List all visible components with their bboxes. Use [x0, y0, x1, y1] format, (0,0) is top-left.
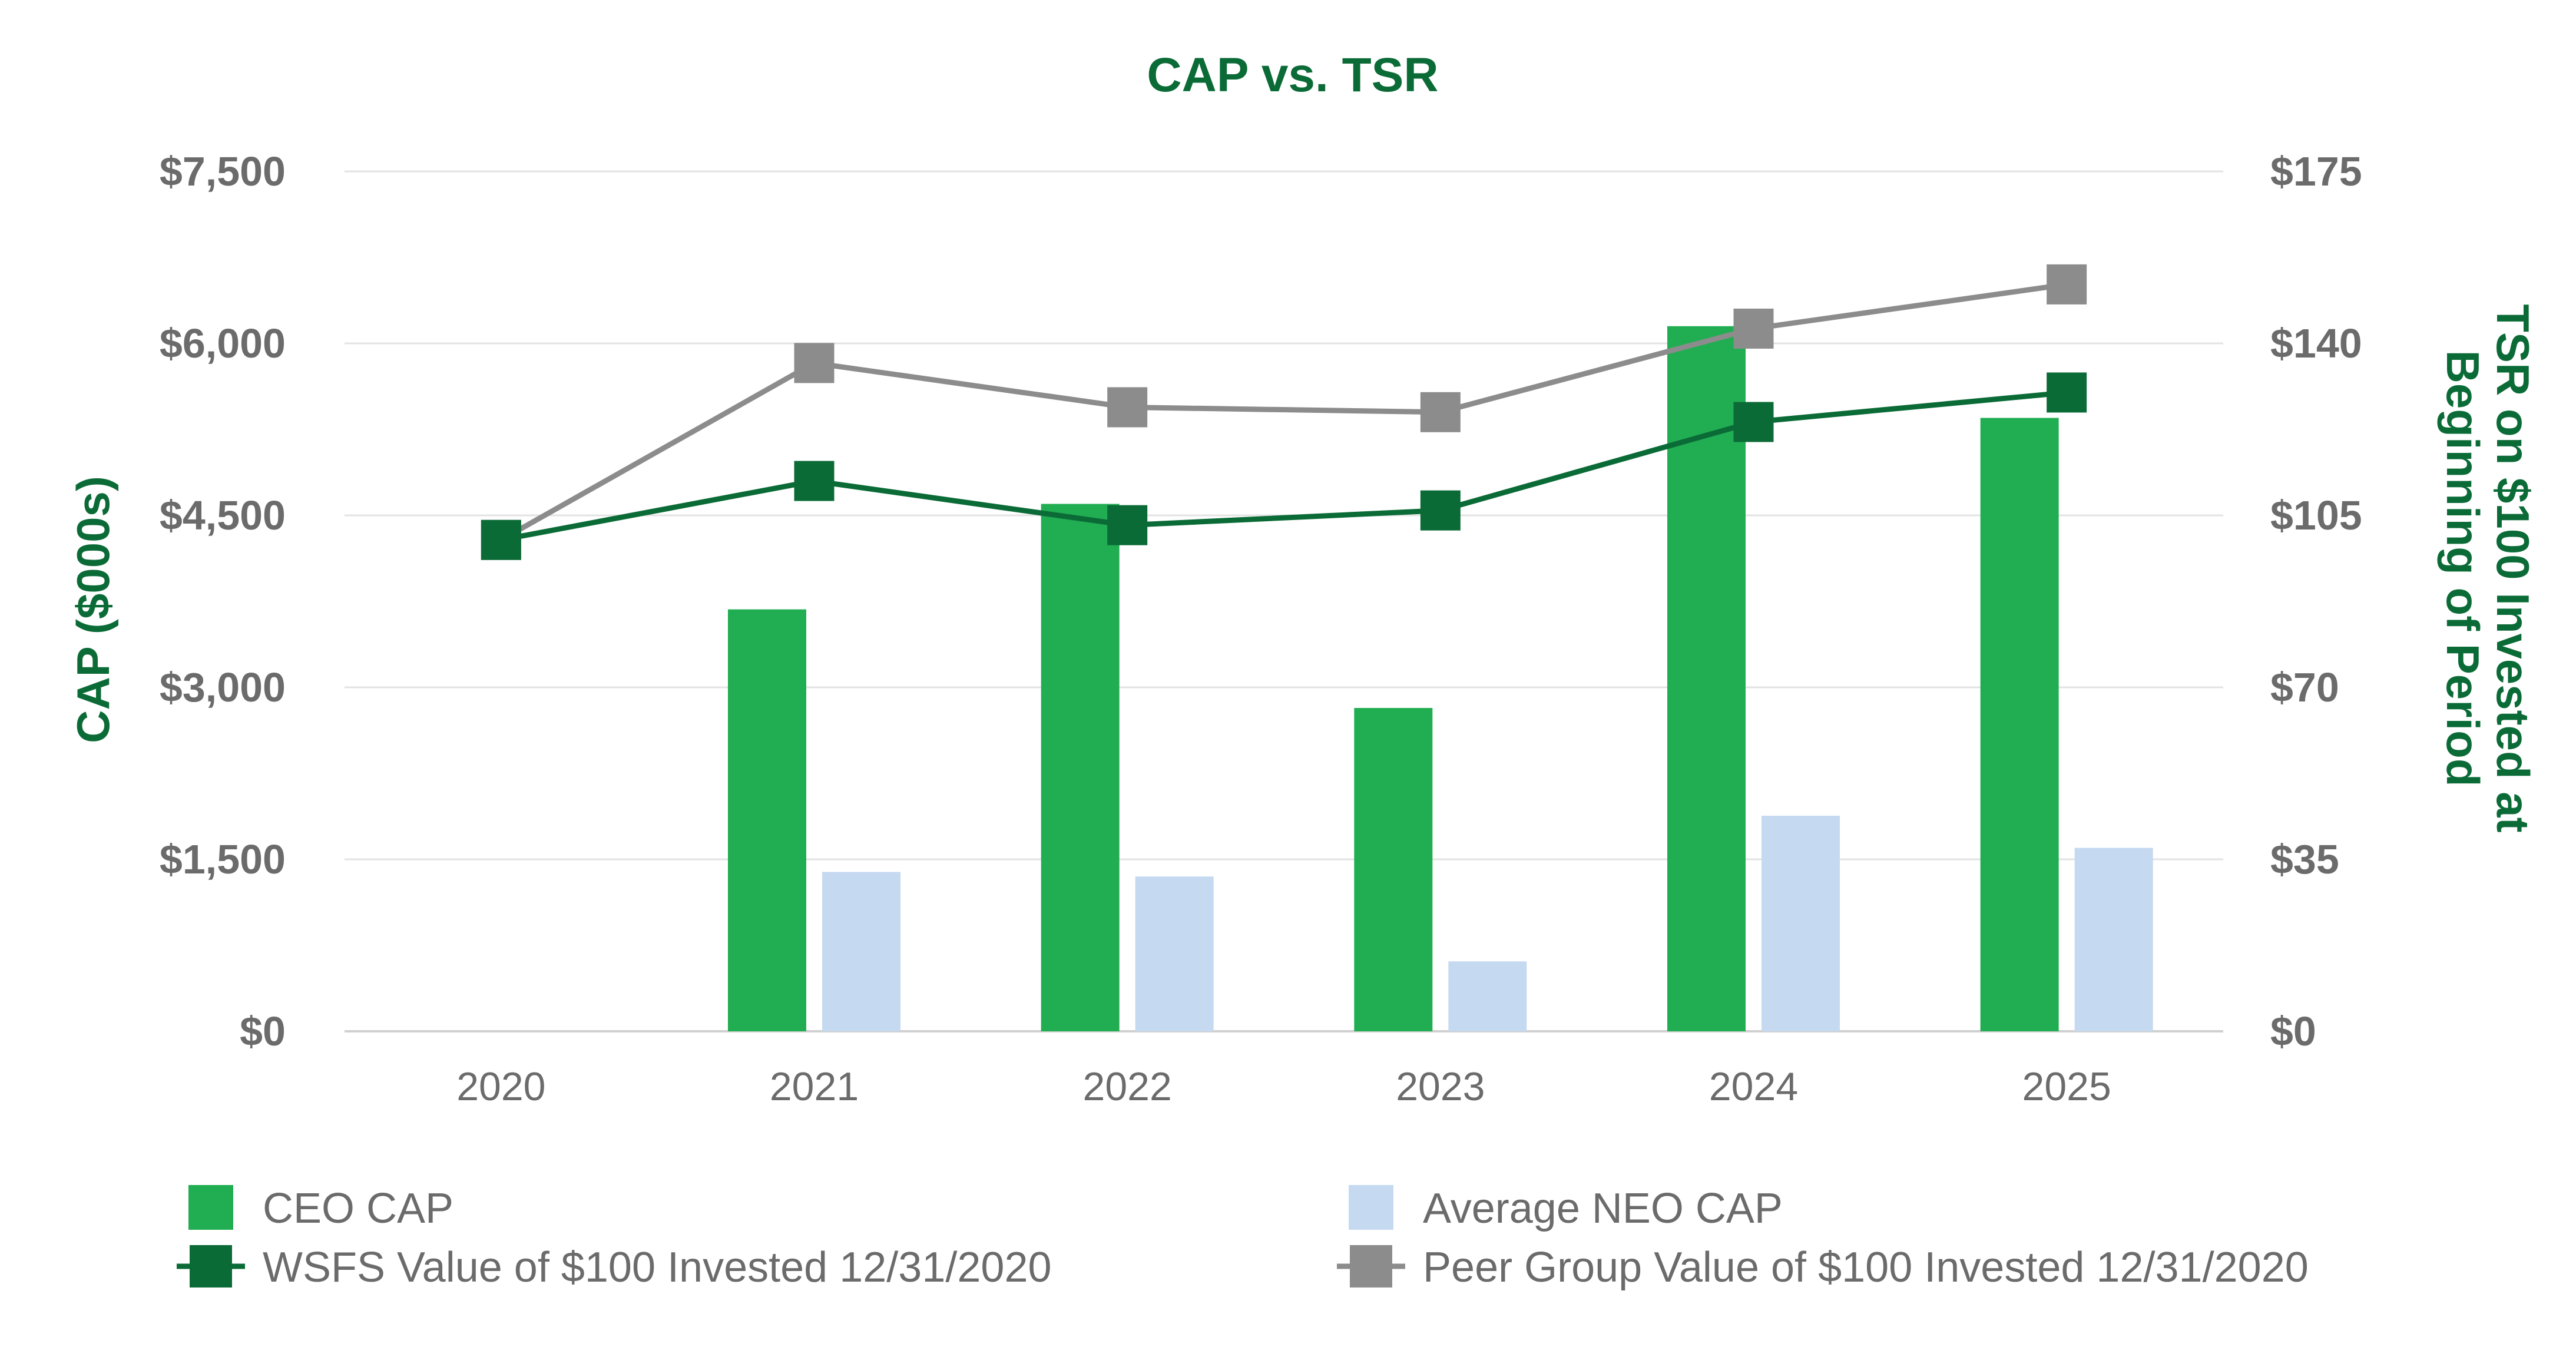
left-y-tick-label: $4,500: [160, 492, 286, 538]
bar-avg-neo-cap-2025: [2074, 848, 2153, 1031]
bar-avg-neo-cap-2024: [1762, 816, 1840, 1031]
x-tick-label: 2023: [1396, 1064, 1485, 1109]
right-y-tick-label: $140: [2270, 320, 2362, 366]
left-y-tick-label: $3,000: [160, 664, 286, 710]
legend-peer-group-marker-swatch: [1350, 1245, 1392, 1288]
bar-series-group: [728, 326, 2153, 1031]
marker-peer-group-2023: [1420, 392, 1461, 432]
x-axis: 2020 2021 2022 2023 2024 2025: [456, 1064, 2111, 1109]
right-y-tick-label: $105: [2270, 492, 2362, 538]
marker-wsfs-2022: [1107, 505, 1148, 545]
bar-ceo-cap-2021: [728, 609, 806, 1031]
marker-peer-group-2024: [1733, 308, 1774, 349]
legend-wsfs-label: WSFS Value of $100 Invested 12/31/2020: [263, 1244, 1052, 1291]
line-peer-group: [499, 282, 2067, 542]
legend-avg-neo-cap-label: Average NEO CAP: [1423, 1185, 1783, 1232]
x-tick-label: 2025: [2022, 1064, 2111, 1109]
legend: CEO CAP Average NEO CAP WSFS Value of $100…: [177, 1185, 2309, 1291]
x-tick-label: 2020: [456, 1064, 545, 1109]
x-tick-label: 2022: [1083, 1064, 1172, 1109]
x-tick-label: 2024: [1709, 1064, 1798, 1109]
marker-peer-group-2022: [1107, 387, 1148, 428]
marker-wsfs-2023: [1420, 490, 1461, 531]
left-y-tick-label: $6,000: [160, 320, 286, 366]
left-y-axis: $0 $1,500 $3,000 $4,500 $6,000 $7,500: [160, 148, 286, 1054]
marker-wsfs-2024: [1733, 402, 1774, 442]
marker-peer-group-2025: [2047, 264, 2087, 305]
left-y-tick-label: $1,500: [160, 836, 286, 882]
left-y-tick-label: $7,500: [160, 148, 286, 194]
legend-ceo-cap: CEO CAP: [188, 1185, 453, 1232]
legend-avg-neo-cap-swatch: [1349, 1185, 1393, 1230]
right-y-tick-label: $0: [2270, 1008, 2316, 1054]
legend-peer-group: Peer Group Value of $100 Invested 12/31/…: [1337, 1244, 2309, 1291]
bar-avg-neo-cap-2022: [1135, 876, 1214, 1031]
line-series-group: [481, 264, 2087, 560]
left-axis-title: CAP ($000s): [67, 476, 119, 743]
chart-title: CAP vs. TSR: [1147, 48, 1438, 102]
bar-ceo-cap-2025: [1980, 418, 2059, 1031]
legend-wsfs-marker-swatch: [190, 1245, 232, 1288]
bar-ceo-cap-2022: [1041, 504, 1120, 1031]
right-axis-title-line-2: Beginning of Period: [2437, 350, 2489, 787]
right-axis-title-line-1: TSR on $100 Invested at: [2487, 304, 2539, 832]
left-y-tick-label: $0: [240, 1008, 286, 1054]
right-y-axis: $0 $35 $70 $105 $140 $175: [2270, 148, 2362, 1054]
right-y-tick-label: $70: [2270, 664, 2339, 710]
marker-wsfs-2020: [481, 519, 521, 560]
bar-avg-neo-cap-2023: [1448, 961, 1527, 1031]
bar-ceo-cap-2023: [1354, 708, 1433, 1031]
bar-avg-neo-cap-2021: [822, 872, 900, 1031]
marker-wsfs-2025: [2047, 372, 2087, 413]
right-y-tick-label: $175: [2270, 148, 2362, 194]
x-tick-label: 2021: [770, 1064, 859, 1109]
legend-ceo-cap-swatch: [188, 1185, 233, 1230]
marker-peer-group-2021: [794, 343, 835, 383]
marker-wsfs-2021: [794, 461, 835, 501]
legend-avg-neo-cap: Average NEO CAP: [1349, 1185, 1783, 1232]
legend-ceo-cap-label: CEO CAP: [263, 1185, 453, 1232]
gridlines: [345, 170, 2223, 1032]
legend-peer-group-label: Peer Group Value of $100 Invested 12/31/…: [1423, 1244, 2309, 1291]
line-wsfs: [501, 389, 2067, 543]
right-y-tick-label: $35: [2270, 836, 2339, 882]
legend-wsfs: WSFS Value of $100 Invested 12/31/2020: [177, 1244, 1052, 1291]
